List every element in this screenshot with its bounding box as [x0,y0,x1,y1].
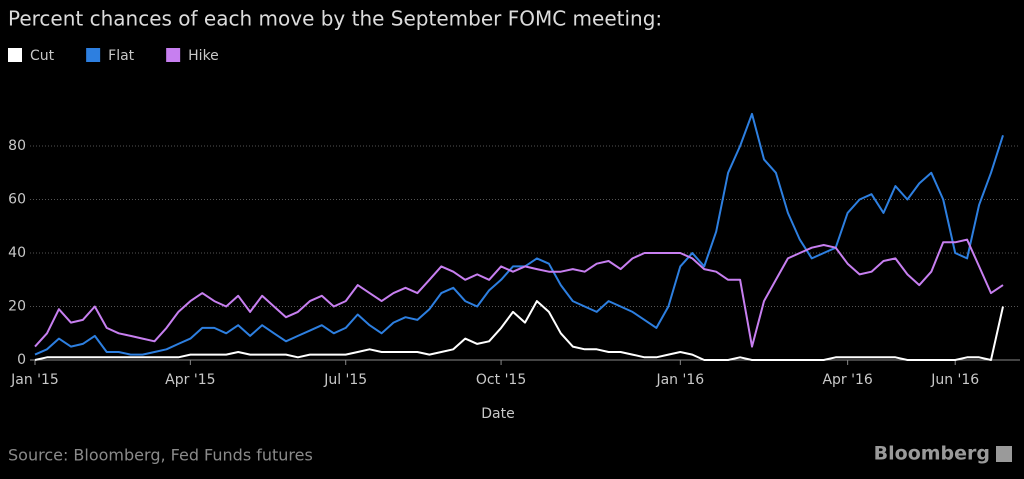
x-tick-label: Jan '16 [655,372,704,388]
y-tick-label: 80 [8,138,26,154]
y-tick-label: 20 [8,299,26,315]
legend-label: Hike [188,48,219,64]
x-tick-label: Apr '16 [822,372,872,388]
chart-title: Percent chances of each move by the Sept… [8,7,662,31]
y-tick-label: 60 [8,192,26,208]
x-tick-label: Apr '15 [165,372,215,388]
line-0 [34,300,1004,361]
x-tick-label: Jun '16 [930,372,979,388]
legend-label: Cut [30,48,55,64]
x-tick-label: Jul '15 [323,372,367,388]
y-tick-label: 40 [8,245,26,261]
line-2 [34,238,1004,348]
legend-swatch [166,48,181,62]
x-axis-label: Date [481,406,514,422]
x-tick-label: Oct '15 [476,372,526,388]
legend-swatch [86,48,101,62]
legend-label: Flat [108,48,135,64]
y-tick-label: 0 [17,352,26,368]
source: Source: Bloomberg, Fed Funds futures [8,446,313,465]
legend-swatch [8,48,22,62]
brand-icon [996,446,1012,462]
line-1 [34,112,1004,356]
x-tick-label: Jan '15 [10,372,59,388]
brand: Bloomberg [874,443,990,465]
